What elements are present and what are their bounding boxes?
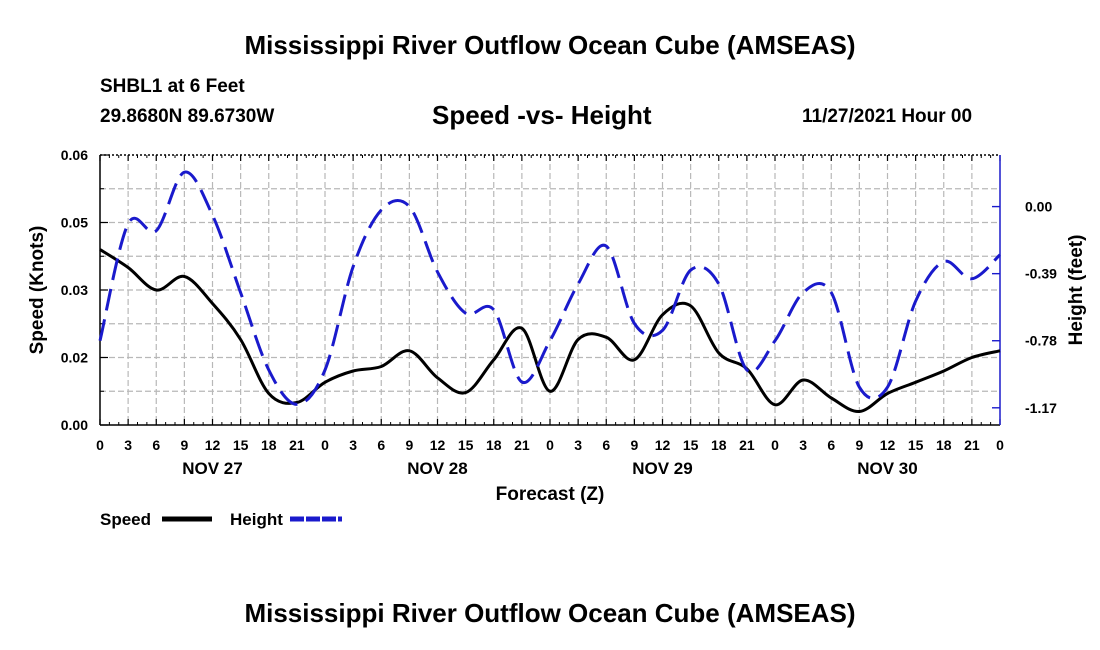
y-tick-label: 0.00 [61, 417, 88, 433]
y2-tick-label: 0.00 [1025, 199, 1052, 215]
x-tick-label: 3 [574, 437, 582, 453]
forecast-datetime: 11/27/2021 Hour 00 [802, 106, 973, 127]
y-tick-label: 0.06 [61, 147, 88, 163]
x-tick-label: 18 [711, 437, 727, 453]
x-tick-label: 0 [96, 437, 104, 453]
chart-main-title: Mississippi River Outflow Ocean Cube (AM… [244, 30, 856, 60]
x-tick-label: 12 [655, 437, 671, 453]
x-tick-label: 15 [458, 437, 474, 453]
x-tick-label: 18 [486, 437, 502, 453]
x-tick-label: 12 [880, 437, 896, 453]
y-axis-title: Speed (Knots) [27, 226, 48, 355]
x-tick-label: 6 [377, 437, 385, 453]
x-axis-title: Forecast (Z) [496, 484, 605, 505]
day-label: NOV 28 [407, 459, 467, 478]
x-tick-label: 0 [321, 437, 329, 453]
series-line-height [98, 170, 1002, 406]
x-tick-label: 15 [233, 437, 249, 453]
x-tick-label: 6 [152, 437, 160, 453]
y-tick-label: 0.03 [61, 282, 88, 298]
y-tick-label: 0.02 [61, 350, 88, 366]
x-tick-label: 15 [908, 437, 924, 453]
y-tick-label: 0.05 [61, 215, 88, 231]
legend-label-speed: Speed [100, 510, 151, 529]
x-tick-label: 12 [430, 437, 446, 453]
day-label: NOV 30 [857, 459, 917, 478]
x-tick-label: 9 [180, 437, 188, 453]
x-tick-label: 0 [771, 437, 779, 453]
x-tick-label: 0 [546, 437, 554, 453]
x-tick-label: 21 [514, 437, 530, 453]
x-tick-label: 6 [827, 437, 835, 453]
day-label: NOV 27 [182, 459, 242, 478]
day-label: NOV 29 [632, 459, 692, 478]
station-label: SHBL1 at 6 Feet [100, 76, 245, 97]
y2-tick-label: -0.78 [1025, 333, 1057, 349]
x-tick-label: 21 [289, 437, 305, 453]
footer-title: Mississippi River Outflow Ocean Cube (AM… [244, 598, 856, 628]
x-tick-label: 12 [205, 437, 221, 453]
y2-tick-label: -1.17 [1025, 400, 1057, 416]
x-tick-label: 18 [261, 437, 277, 453]
x-tick-label: 6 [602, 437, 610, 453]
y2-tick-label: -0.39 [1025, 266, 1057, 282]
x-tick-label: 9 [630, 437, 638, 453]
legend-label-height: Height [230, 510, 283, 529]
station-coordinates: 29.8680N 89.6730W [100, 106, 275, 127]
x-tick-label: 3 [124, 437, 132, 453]
series-line-speed [99, 248, 1001, 414]
x-tick-label: 9 [405, 437, 413, 453]
x-tick-label: 15 [683, 437, 699, 453]
x-tick-label: 21 [739, 437, 755, 453]
x-tick-label: 3 [799, 437, 807, 453]
x-tick-label: 21 [964, 437, 980, 453]
x-tick-label: 3 [349, 437, 357, 453]
x-tick-label: 0 [996, 437, 1004, 453]
y2-axis-title: Height (feet) [1066, 235, 1087, 346]
x-tick-label: 9 [855, 437, 863, 453]
x-tick-label: 18 [936, 437, 952, 453]
chart-subtitle: Speed -vs- Height [432, 100, 652, 130]
